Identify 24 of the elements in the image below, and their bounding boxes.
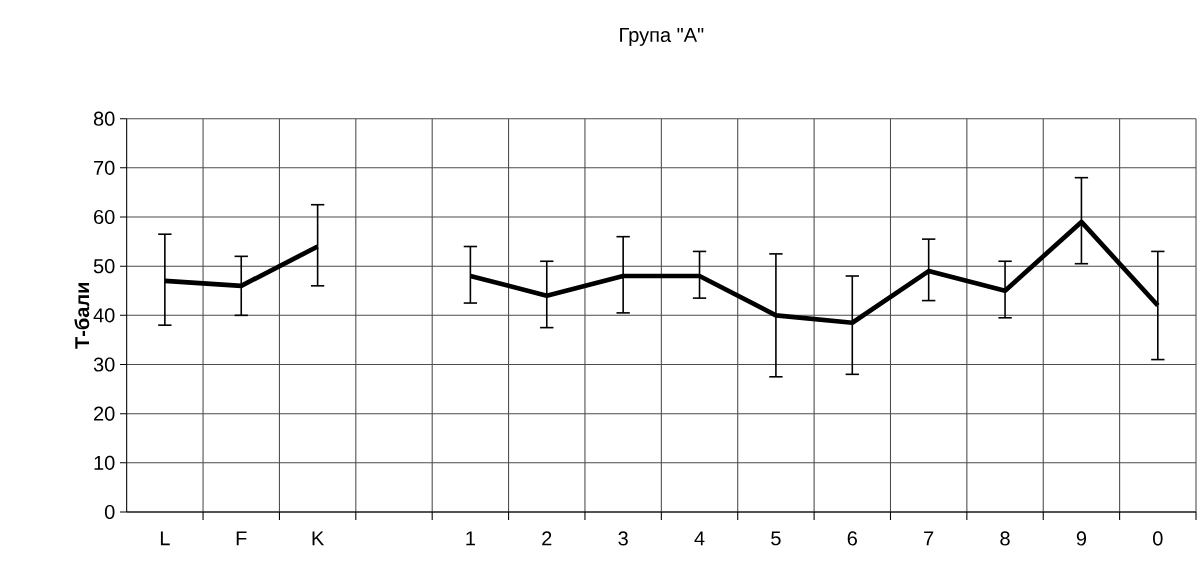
- y-tick-label: 10: [94, 455, 115, 470]
- x-tick-label: 0: [1153, 531, 1163, 546]
- x-tick-label: 7: [924, 531, 934, 546]
- x-tick-label: 8: [1000, 531, 1010, 546]
- y-tick-label: 60: [94, 209, 115, 225]
- y-tick-label: 70: [94, 160, 115, 175]
- y-tick-label: 30: [93, 357, 115, 372]
- y-axis-title: Т-бали: [74, 283, 90, 349]
- y-tick-label: 80: [93, 111, 115, 126]
- x-tick-label: K: [312, 531, 325, 546]
- x-tick-label: 1: [466, 531, 475, 546]
- x-tick-label: 2: [542, 531, 552, 546]
- x-tick-label: 5: [771, 531, 781, 546]
- y-tick-label: 0: [104, 504, 115, 520]
- y-tick-label: 50: [93, 259, 115, 274]
- x-tick-label: F: [236, 531, 247, 546]
- y-tick-label: 40: [93, 308, 115, 323]
- x-tick-label: 9: [1076, 531, 1087, 546]
- x-tick-label: 4: [694, 531, 705, 546]
- x-tick-label: 3: [618, 531, 628, 546]
- y-tick-label: 20: [94, 406, 115, 421]
- x-tick-label: L: [160, 531, 170, 546]
- x-tick-label: 6: [847, 531, 857, 546]
- chart-title: Група "А": [620, 28, 704, 46]
